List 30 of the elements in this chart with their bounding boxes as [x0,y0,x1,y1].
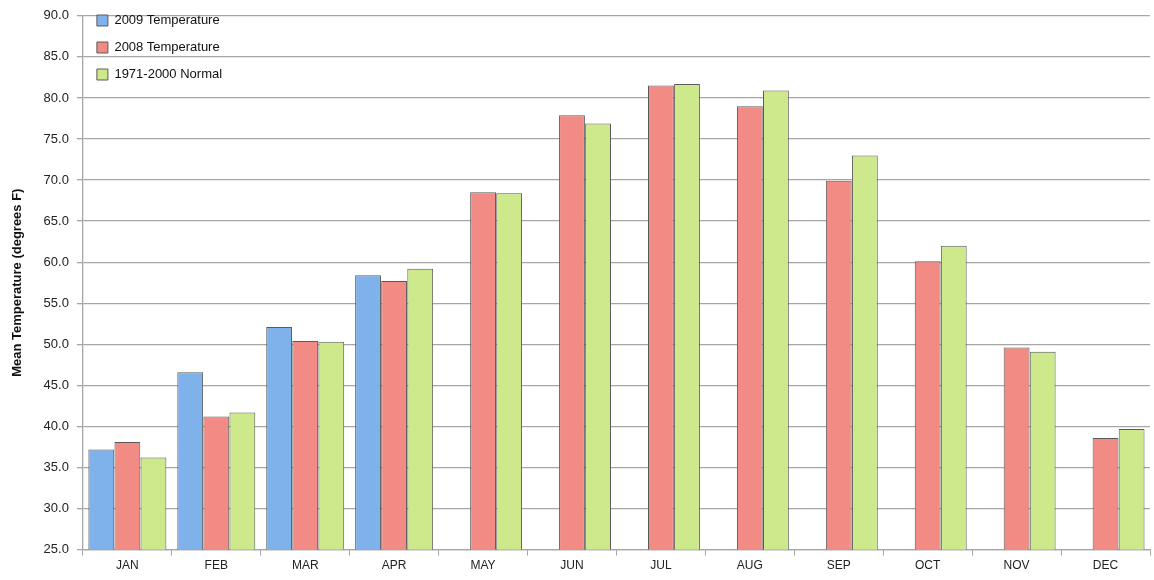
x-tick-label: MAY [470,558,496,573]
y-tick-label: 70.0 [43,171,69,187]
legend-label: 2009 Temperature [114,12,220,28]
x-tick-label: MAR [291,558,319,573]
y-tick-label: 25.0 [43,541,69,557]
y-tick-label: 50.0 [43,335,69,351]
legend-label: 1971-2000 Normal [114,66,223,82]
y-tick-label: 30.0 [43,500,69,516]
y-tick-label: 85.0 [43,48,69,64]
y-tick-label: 40.0 [43,417,69,433]
y-tick-label: 75.0 [43,130,69,146]
y-tick-label: 35.0 [43,459,69,475]
y-tick-label: 60.0 [43,253,69,269]
y-tick-label: 45.0 [43,376,69,392]
y-tick-label: 80.0 [43,89,69,105]
x-tick-label: DEC [1092,558,1119,573]
x-tick-label: OCT [915,558,942,573]
y-tick-label: 65.0 [43,212,69,228]
y-axis-title: Mean Temperature (degrees F) [9,188,25,377]
x-tick-label: FEB [204,558,228,573]
x-tick-label: NOV [1003,558,1030,573]
x-tick-label: SEP [826,558,851,573]
y-tick-label: 55.0 [43,294,69,310]
x-tick-label: JAN [116,558,139,573]
x-tick-label: AUG [736,558,763,573]
x-tick-label: JUN [560,558,584,573]
x-tick-label: APR [381,558,407,573]
y-tick-label: 90.0 [43,7,69,23]
legend-label: 2008 Temperature [114,39,220,55]
x-tick-label: JUL [650,558,672,573]
